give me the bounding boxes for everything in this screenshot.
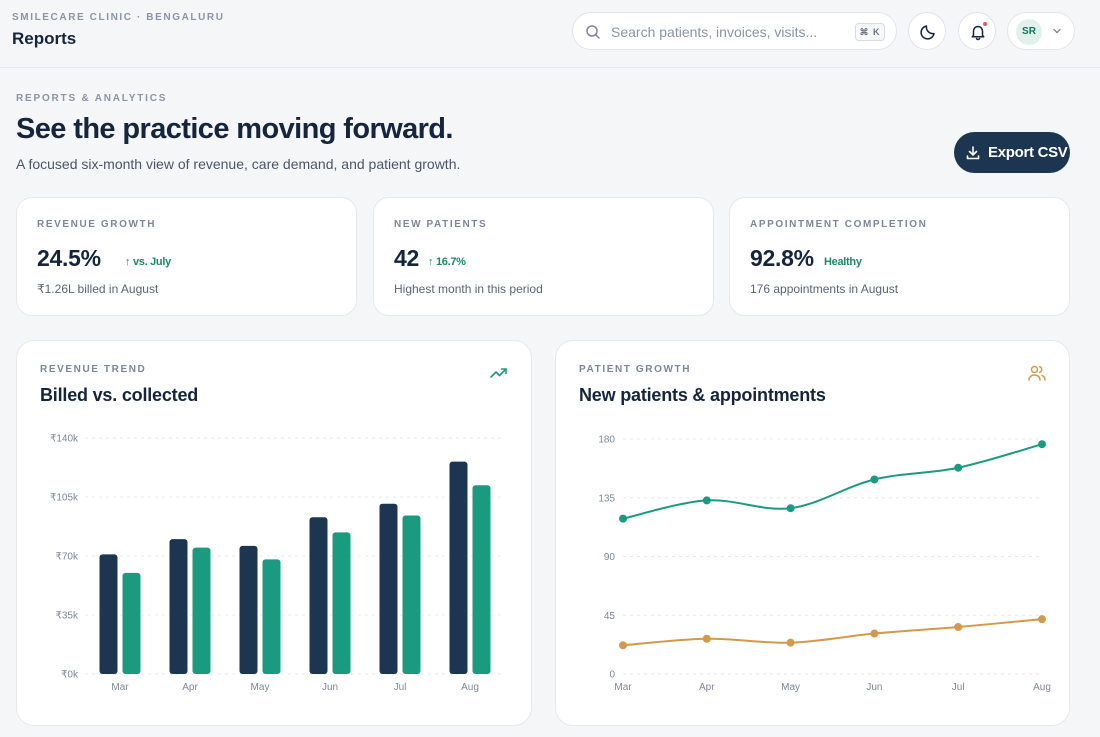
user-menu-button[interactable]: SR <box>1007 12 1075 50</box>
users-icon <box>1028 365 1046 381</box>
point-apr-series-1 <box>702 634 711 643</box>
card-eyebrow: PATIENT GROWTH <box>579 364 692 375</box>
kpi-note: 176 appointments in August <box>750 282 899 296</box>
notifications-button[interactable] <box>958 12 996 50</box>
card-title: Billed vs. collected <box>40 385 199 405</box>
bar-apr-series-1 <box>192 547 211 674</box>
hero-subline: A focused six-month view of revenue, car… <box>16 156 461 172</box>
point-mar-series-0 <box>619 514 627 523</box>
y-tick-label: ₹105k <box>50 493 79 504</box>
kpi-card-revenue-growth: REVENUE GROWTH 24.5% ↑ vs. July ₹1.26L b… <box>16 197 357 316</box>
kpi-label: NEW PATIENTS <box>394 219 488 230</box>
point-apr-series-0 <box>702 496 711 505</box>
point-jun-series-1 <box>870 629 879 638</box>
export-csv-button[interactable]: Export CSV <box>954 132 1070 173</box>
kpi-value: 42 <box>394 245 419 271</box>
trending-up-icon <box>490 368 507 378</box>
top-bar: SMILECARE CLINIC · BENGALURU Reports ⌘ K… <box>0 0 1100 68</box>
bar-mar-series-1 <box>122 572 141 674</box>
y-tick-label: ₹0k <box>61 670 79 681</box>
kpi-delta: ↑ vs. July <box>125 256 171 268</box>
section-eyebrow: REPORTS & ANALYTICS <box>16 93 168 104</box>
moon-icon <box>920 25 935 40</box>
bar-mar-series-0 <box>99 554 118 674</box>
clinic-name: SMILECARE CLINIC · BENGALURU <box>12 12 225 23</box>
x-tick-label: Apr <box>182 682 198 693</box>
patient-growth-card: PATIENT GROWTH New patients & appointmen… <box>555 340 1070 726</box>
point-may-series-1 <box>786 638 795 647</box>
notification-dot <box>982 21 988 27</box>
point-aug-series-1 <box>1038 615 1046 624</box>
bar-may-series-0 <box>239 545 258 674</box>
bar-jul-series-1 <box>402 515 421 674</box>
hero-headline: See the practice moving forward. <box>16 113 453 145</box>
shortcut-hint: ⌘ K <box>855 23 885 41</box>
chevron-down-icon <box>1053 28 1061 34</box>
kpi-card-new-patients: NEW PATIENTS 42 ↑ 16.7% Highest month in… <box>373 197 714 316</box>
kpi-value: 92.8% <box>750 245 814 271</box>
y-tick-label: ₹70k <box>56 552 79 563</box>
y-tick-label: 0 <box>609 670 615 681</box>
kpi-value: 24.5% <box>37 245 101 271</box>
page-title: Reports <box>12 29 77 48</box>
y-tick-label: ₹35k <box>56 611 79 622</box>
bar-aug-series-0 <box>449 461 468 674</box>
x-tick-label: Jun <box>322 682 338 693</box>
y-tick-label: 90 <box>604 552 616 563</box>
theme-toggle-button[interactable] <box>908 12 946 50</box>
bar-may-series-1 <box>262 559 281 674</box>
bar-jun-series-1 <box>332 532 351 674</box>
y-tick-label: 45 <box>604 611 616 622</box>
export-csv-label: Export CSV <box>988 144 1068 161</box>
x-tick-label: Aug <box>1033 682 1051 693</box>
x-tick-label: May <box>781 682 800 693</box>
x-tick-label: Mar <box>614 682 632 693</box>
x-tick-label: Jul <box>952 682 965 693</box>
kpi-label: REVENUE GROWTH <box>37 219 157 230</box>
avatar: SR <box>1016 19 1042 45</box>
bar-apr-series-0 <box>169 539 188 674</box>
bar-jun-series-0 <box>309 517 328 674</box>
point-may-series-0 <box>786 504 795 513</box>
series-line-0 <box>622 443 1043 520</box>
revenue-bar-chart: ₹0k ₹35k ₹70k ₹105k ₹140k Mar Apr May Jun Jul Aug <box>50 434 505 693</box>
card-title: New patients & appointments <box>579 385 826 405</box>
point-mar-series-1 <box>619 641 627 650</box>
download-icon <box>966 146 980 160</box>
search-icon <box>586 25 600 39</box>
x-tick-label: Aug <box>461 682 479 693</box>
bar-jul-series-0 <box>379 503 398 674</box>
kpi-label: APPOINTMENT COMPLETION <box>750 219 928 230</box>
bell-icon <box>971 25 985 41</box>
point-jul-series-1 <box>954 623 963 631</box>
search-bar[interactable]: ⌘ K <box>572 12 897 50</box>
point-jul-series-0 <box>954 463 963 472</box>
bar-aug-series-1 <box>472 485 491 674</box>
x-tick-label: Jul <box>394 682 407 693</box>
point-jun-series-0 <box>870 475 879 484</box>
kpi-note: ₹1.26L billed in August <box>37 282 159 296</box>
kpi-delta: Healthy <box>824 256 862 268</box>
patient-growth-line-chart: 0 45 90 135 180 Mar Apr May Jun Jul Aug <box>598 435 1051 694</box>
kpi-note: Highest month in this period <box>394 282 543 296</box>
search-input[interactable] <box>611 22 821 42</box>
x-tick-label: Jun <box>866 682 882 693</box>
x-tick-label: Mar <box>111 682 129 693</box>
revenue-trend-card: REVENUE TREND Billed vs. collected ₹0k ₹3… <box>16 340 532 726</box>
y-tick-label: 135 <box>598 493 615 504</box>
card-eyebrow: REVENUE TREND <box>40 364 147 375</box>
series-line-1 <box>622 618 1043 647</box>
kpi-delta: ↑ 16.7% <box>428 256 466 268</box>
y-tick-label: ₹140k <box>50 434 79 445</box>
point-aug-series-0 <box>1038 440 1046 449</box>
x-tick-label: Apr <box>699 682 715 693</box>
x-tick-label: May <box>251 682 270 693</box>
kpi-card-appointment-completion: APPOINTMENT COMPLETION 92.8% Healthy 176… <box>729 197 1070 316</box>
y-tick-label: 180 <box>598 435 615 446</box>
